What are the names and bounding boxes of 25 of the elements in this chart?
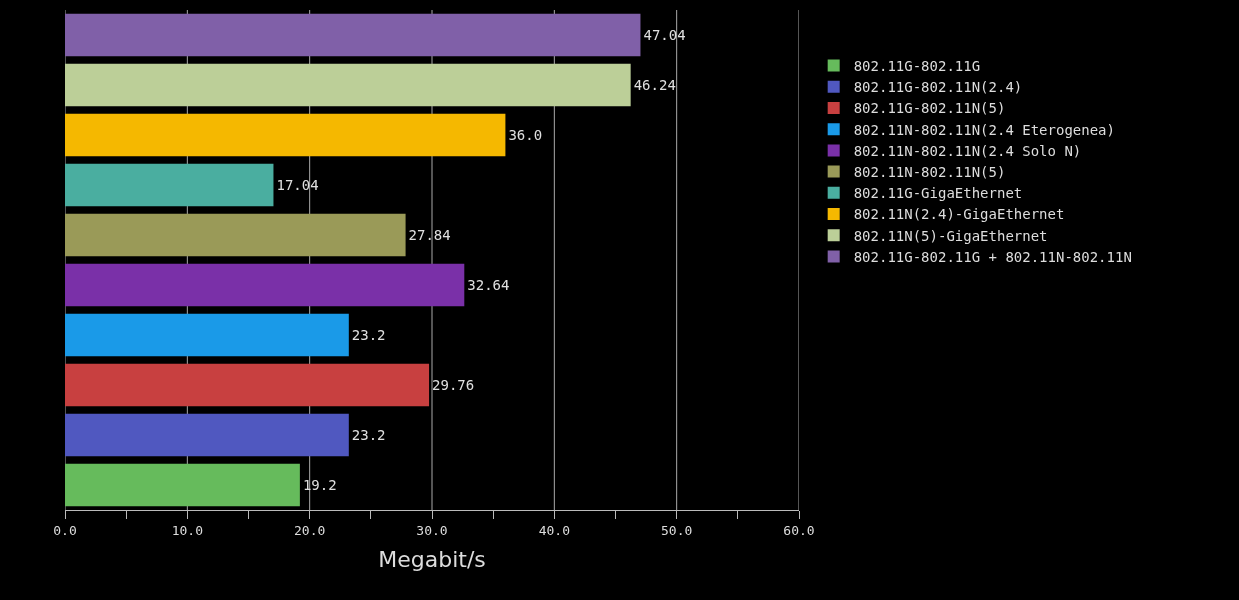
x-tick-label: 60.0: [783, 522, 815, 538]
data-label: 23.2: [351, 427, 386, 443]
legend-label: 802.11N-802.11N(2.4 Solo N): [853, 142, 1082, 159]
legend-label: 802.11G-802.11N(5): [853, 100, 1006, 117]
legend-label: 802.11N(2.4)-GigaEthernet: [853, 206, 1065, 223]
data-label: 36.0: [508, 127, 543, 143]
legend-label: 802.11G-802.11G + 802.11N-802.11N: [853, 248, 1132, 265]
data-label: 32.64: [467, 277, 510, 293]
x-tick-label: 40.0: [538, 522, 570, 538]
x-tick-label: 20.0: [294, 522, 326, 538]
x-tick-label: 50.0: [661, 522, 693, 538]
legend-label: 802.11G-GigaEthernet: [853, 185, 1023, 202]
data-label: 27.84: [408, 227, 451, 243]
x-tick-label: 0.0: [53, 522, 77, 538]
legend-label: 802.11G-802.11N(2.4): [853, 79, 1023, 96]
legend-label: 802.11G-802.11G: [853, 58, 981, 75]
data-label: 46.24: [633, 77, 676, 93]
legend-label: 802.11N-802.11N(5): [853, 164, 1006, 181]
legend-label: 802.11N(5)-GigaEthernet: [853, 227, 1048, 244]
x-tick-label: 30.0: [416, 522, 448, 538]
data-label: 29.76: [432, 377, 475, 393]
x-tick-label: 10.0: [171, 522, 203, 538]
data-label: 23.2: [351, 327, 386, 343]
x-axis-title: Megabit/s: [378, 547, 486, 573]
legend-label: 802.11N-802.11N(2.4 Eterogenea): [853, 121, 1115, 138]
